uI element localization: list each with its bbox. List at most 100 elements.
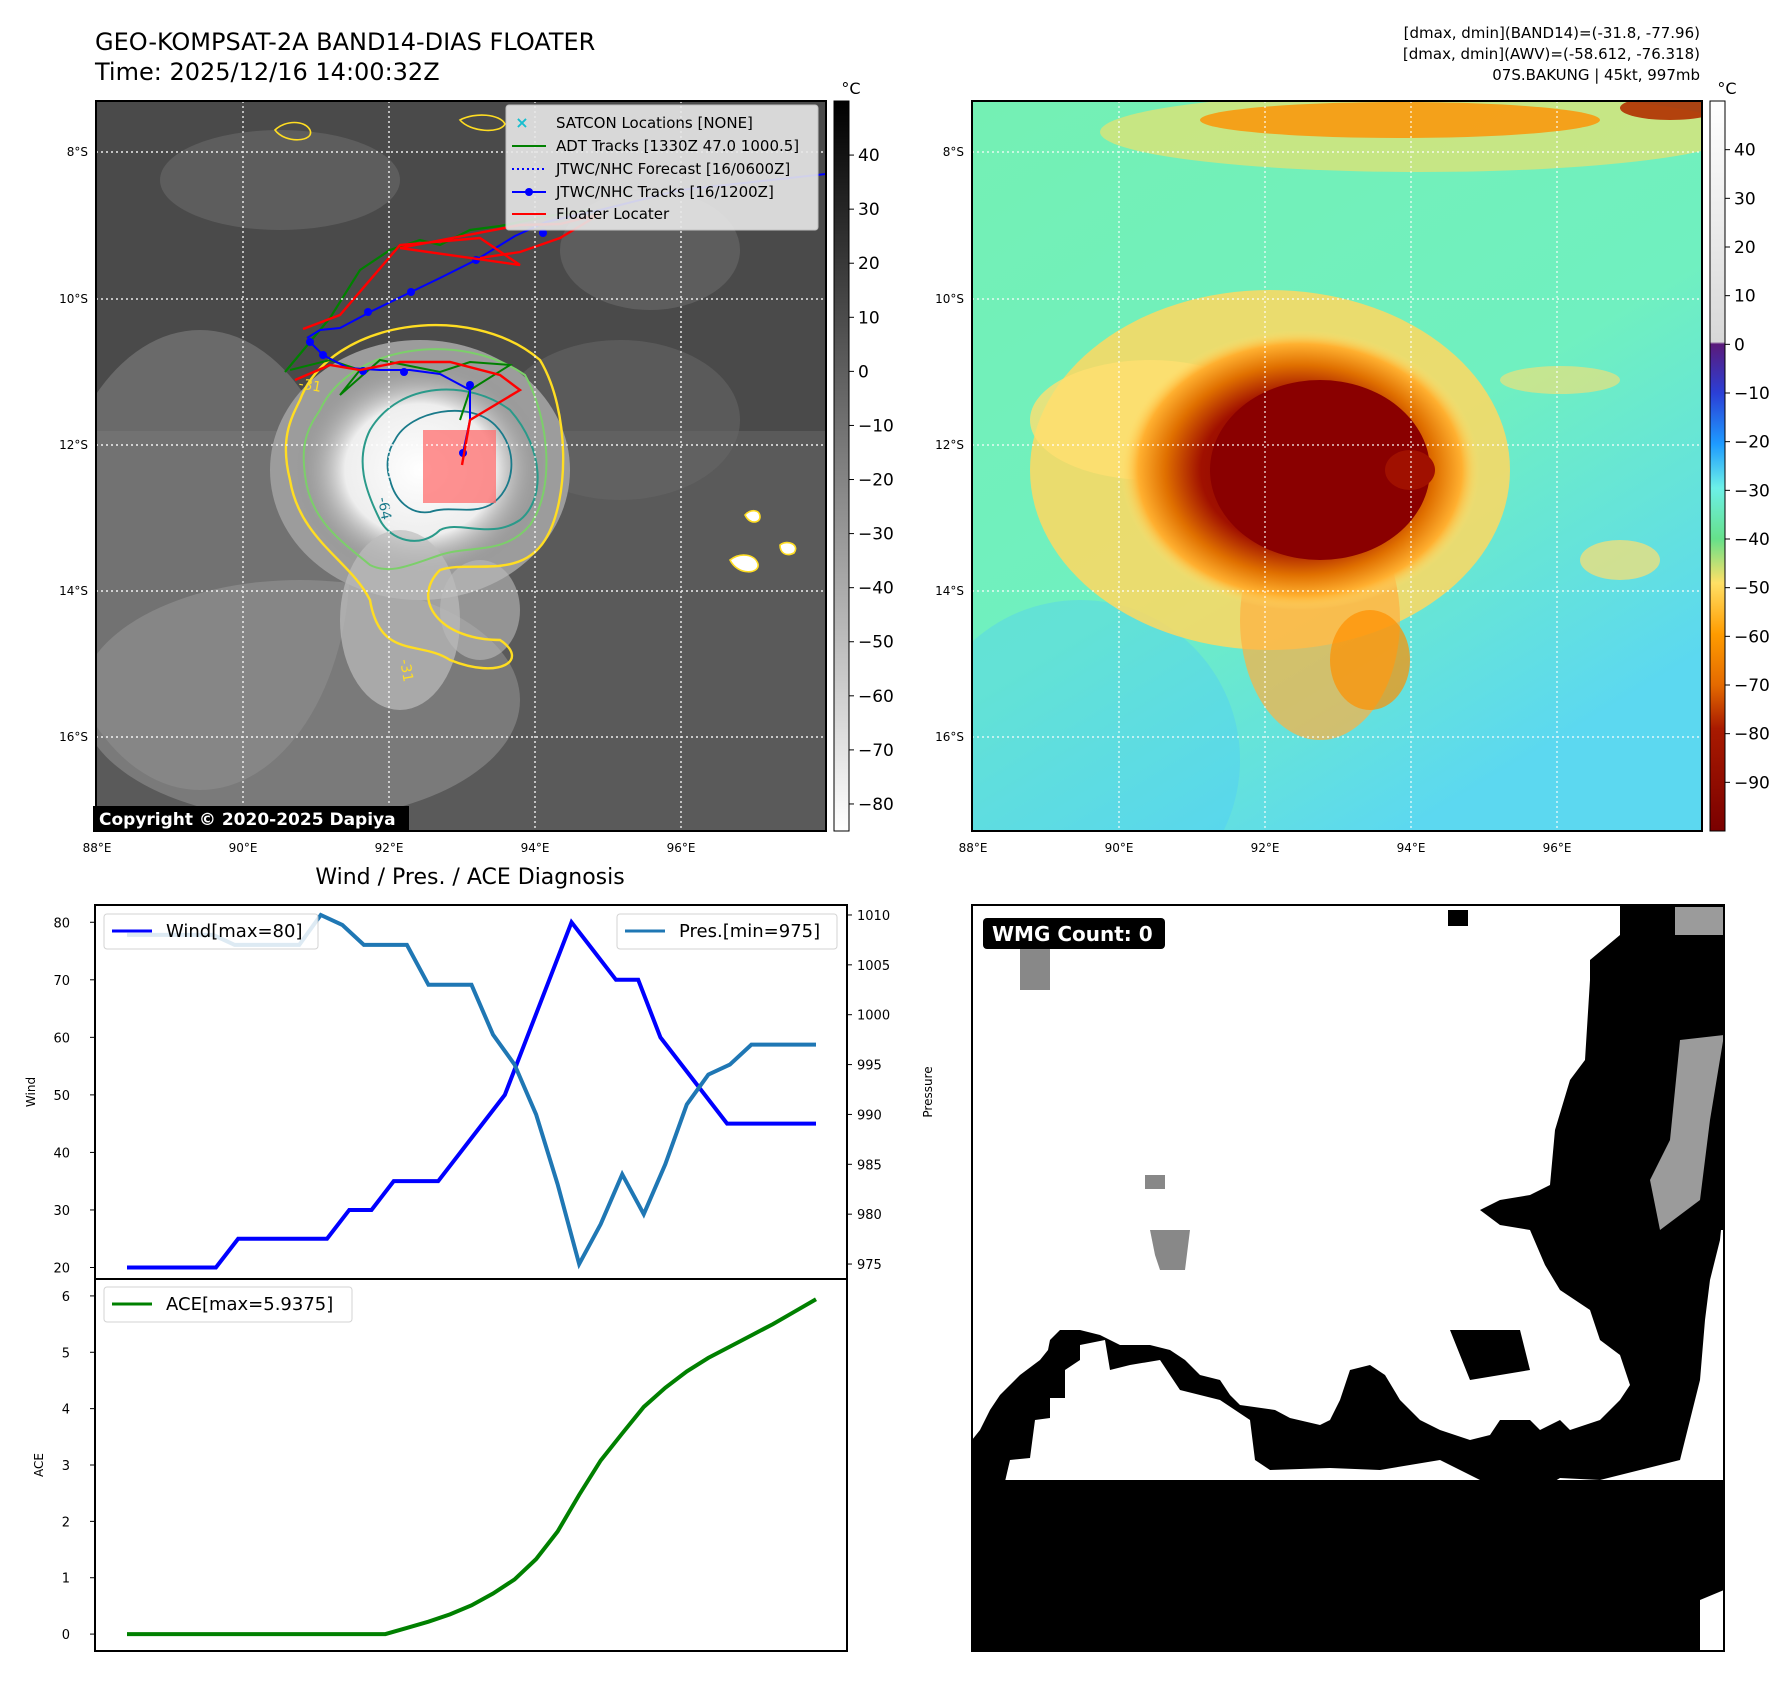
colorbar-gray-tick-label: −40 xyxy=(858,579,894,599)
pressure-tick-label: 1010 xyxy=(857,909,890,924)
colorbar-color-tick-label: 0 xyxy=(1734,335,1745,355)
colorbar-color-tick-label: 30 xyxy=(1734,189,1756,209)
ace-chart: 0 1 2 3 4 5 6 ACE ACE[max=5.9375] xyxy=(32,1278,848,1652)
colorbar-color-tick-label: −80 xyxy=(1734,725,1770,745)
lon-label: 88°E xyxy=(959,841,988,855)
lat-label: 10°S xyxy=(935,292,964,306)
awv-map: 8°S 10°S 12°S 14°S 16°S 88°E 90°E 92°E 9… xyxy=(935,100,1703,855)
wind-pressure-chart: Wind / Pres. / ACE Diagnosis 20 30 40 50 60 7… xyxy=(24,865,935,1280)
contour-label: -31 xyxy=(396,658,416,683)
colorbar-gray-tick-label: 0 xyxy=(858,362,869,382)
copyright-text: Copyright © 2020-2025 Dapiya xyxy=(99,810,396,830)
colorbar-gray-tick-label: 20 xyxy=(858,254,880,274)
jtwc-track xyxy=(309,341,471,454)
wind-tick-label: 80 xyxy=(53,916,70,931)
lat-label: 16°S xyxy=(935,730,964,744)
lon-label: 90°E xyxy=(1105,841,1134,855)
svg-text:×: × xyxy=(515,113,528,132)
adt-track xyxy=(289,358,514,421)
info-band14: [dmax, dmin](BAND14)=(-31.8, -77.96) xyxy=(1404,24,1700,42)
lon-label: 94°E xyxy=(521,841,550,855)
floater-locator-track xyxy=(294,360,523,466)
colorbar-gray-tick-label: −80 xyxy=(858,795,894,815)
lat-label: 8°S xyxy=(67,145,88,159)
lat-label: 14°S xyxy=(935,584,964,598)
lat-label: 8°S xyxy=(943,145,964,159)
colorbar-color-tick-label: −90 xyxy=(1734,773,1770,793)
pressure-axis-label: Pressure xyxy=(921,1066,935,1117)
lon-label: 94°E xyxy=(1397,841,1426,855)
colorbar-gray-tick-label: −10 xyxy=(858,416,894,436)
colorbar-color-tick-label: −60 xyxy=(1734,627,1770,647)
map-legend: × SATCON Locations [NONE] ADT Tracks [13… xyxy=(505,104,819,231)
wmg-count: WMG Count: 0 xyxy=(992,922,1153,946)
lon-label: 96°E xyxy=(667,841,696,855)
lat-label: 12°S xyxy=(935,438,964,452)
wmg-panel: WMG Count: 0 xyxy=(971,904,1725,1652)
lat-label: 16°S xyxy=(59,730,88,744)
band14-map: -64 -31 -31 xyxy=(59,100,827,855)
ace-axis-label: ACE xyxy=(32,1453,46,1477)
ace-tick-label: 5 xyxy=(62,1346,70,1361)
legend-jtwc-tracks: JTWC/NHC Tracks [16/1200Z] xyxy=(555,183,774,201)
colorbar-gray-tick-label: −30 xyxy=(858,525,894,545)
ace-series-line xyxy=(127,1297,817,1637)
wind-series-line xyxy=(127,918,816,1270)
info-storm: 07S.BAKUNG | 45kt, 997mb xyxy=(1492,66,1700,84)
colorbar-color-tick-label: 10 xyxy=(1734,287,1756,307)
colorbar-gray-tick-label: −70 xyxy=(858,741,894,761)
figure-time: Time: 2025/12/16 14:00:32Z xyxy=(94,58,440,86)
ace-tick-label: 6 xyxy=(62,1290,70,1305)
colorbar-unit: °C xyxy=(841,79,860,98)
pressure-tick-label: 975 xyxy=(857,1258,882,1273)
lon-label: 92°E xyxy=(1251,841,1280,855)
wind-tick-label: 60 xyxy=(53,1031,70,1046)
lon-label: 96°E xyxy=(1543,841,1572,855)
legend-satcon: SATCON Locations [NONE] xyxy=(556,114,753,132)
pressure-tick-label: 1000 xyxy=(857,1009,890,1024)
wind-tick-label: 20 xyxy=(53,1261,70,1276)
colorbar-color: °C 40 30 20 10 0 −10 −20 −30 −40 −50 −60 −70 −80 −90 xyxy=(1709,79,1770,832)
chart-title: Wind / Pres. / ACE Diagnosis xyxy=(315,865,624,890)
colorbar-color-tick-label: 40 xyxy=(1734,141,1756,161)
wind-axis-label: Wind xyxy=(24,1077,38,1107)
colorbar-color-tick-label: 20 xyxy=(1734,238,1756,258)
floater-locator-track xyxy=(302,212,601,331)
pressure-legend: Pres.[min=975] xyxy=(616,913,838,950)
pressure-tick-label: 980 xyxy=(857,1208,882,1223)
ace-tick-label: 0 xyxy=(62,1628,70,1643)
info-awv: [dmax, dmin](AWV)=(-58.612, -76.318) xyxy=(1403,45,1700,63)
colorbar-color-tick-label: −30 xyxy=(1734,481,1770,501)
lat-label: 14°S xyxy=(59,584,88,598)
colorbar-gray-tick-label: 30 xyxy=(858,200,880,220)
ace-legend: ACE[max=5.9375] xyxy=(103,1286,353,1323)
colorbar-color-tick-label: −10 xyxy=(1734,384,1770,404)
colorbar-gray-tick-label: −50 xyxy=(858,633,894,653)
colorbar-gray-tick-label: 10 xyxy=(858,308,880,328)
legend-floater: Floater Locater xyxy=(556,205,670,223)
lat-label: 12°S xyxy=(59,438,88,452)
ace-legend-label: ACE[max=5.9375] xyxy=(166,1294,333,1315)
colorbar-gray-tick-label: 40 xyxy=(858,146,880,166)
lon-label: 90°E xyxy=(229,841,258,855)
wind-legend: Wind[max=80] xyxy=(103,913,319,950)
wind-tick-label: 70 xyxy=(53,974,70,989)
colorbar-gray-tick-label: −20 xyxy=(858,471,894,491)
colorbar-gray-tick-label: −60 xyxy=(858,687,894,707)
ace-tick-label: 4 xyxy=(62,1403,70,1418)
legend-jtwc-forecast: JTWC/NHC Forecast [16/0600Z] xyxy=(555,160,790,178)
floater-box xyxy=(423,430,496,503)
colorbar-unit: °C xyxy=(1717,79,1736,98)
legend-adt: ADT Tracks [1330Z 47.0 1000.5] xyxy=(556,137,799,155)
lon-label: 88°E xyxy=(83,841,112,855)
colorbar-color-tick-label: −20 xyxy=(1734,433,1770,453)
pressure-tick-label: 1005 xyxy=(857,959,890,974)
colorbar-gray: °C 40 30 20 10 0 −10 −20 −30 −40 −50 −60 −70 −80 xyxy=(833,79,894,832)
ace-tick-label: 2 xyxy=(62,1515,70,1530)
colorbar-color-tick-label: −70 xyxy=(1734,676,1770,696)
ace-tick-label: 3 xyxy=(62,1459,70,1474)
lat-label: 10°S xyxy=(59,292,88,306)
pressure-legend-label: Pres.[min=975] xyxy=(679,921,820,942)
copyright-badge xyxy=(93,806,409,832)
